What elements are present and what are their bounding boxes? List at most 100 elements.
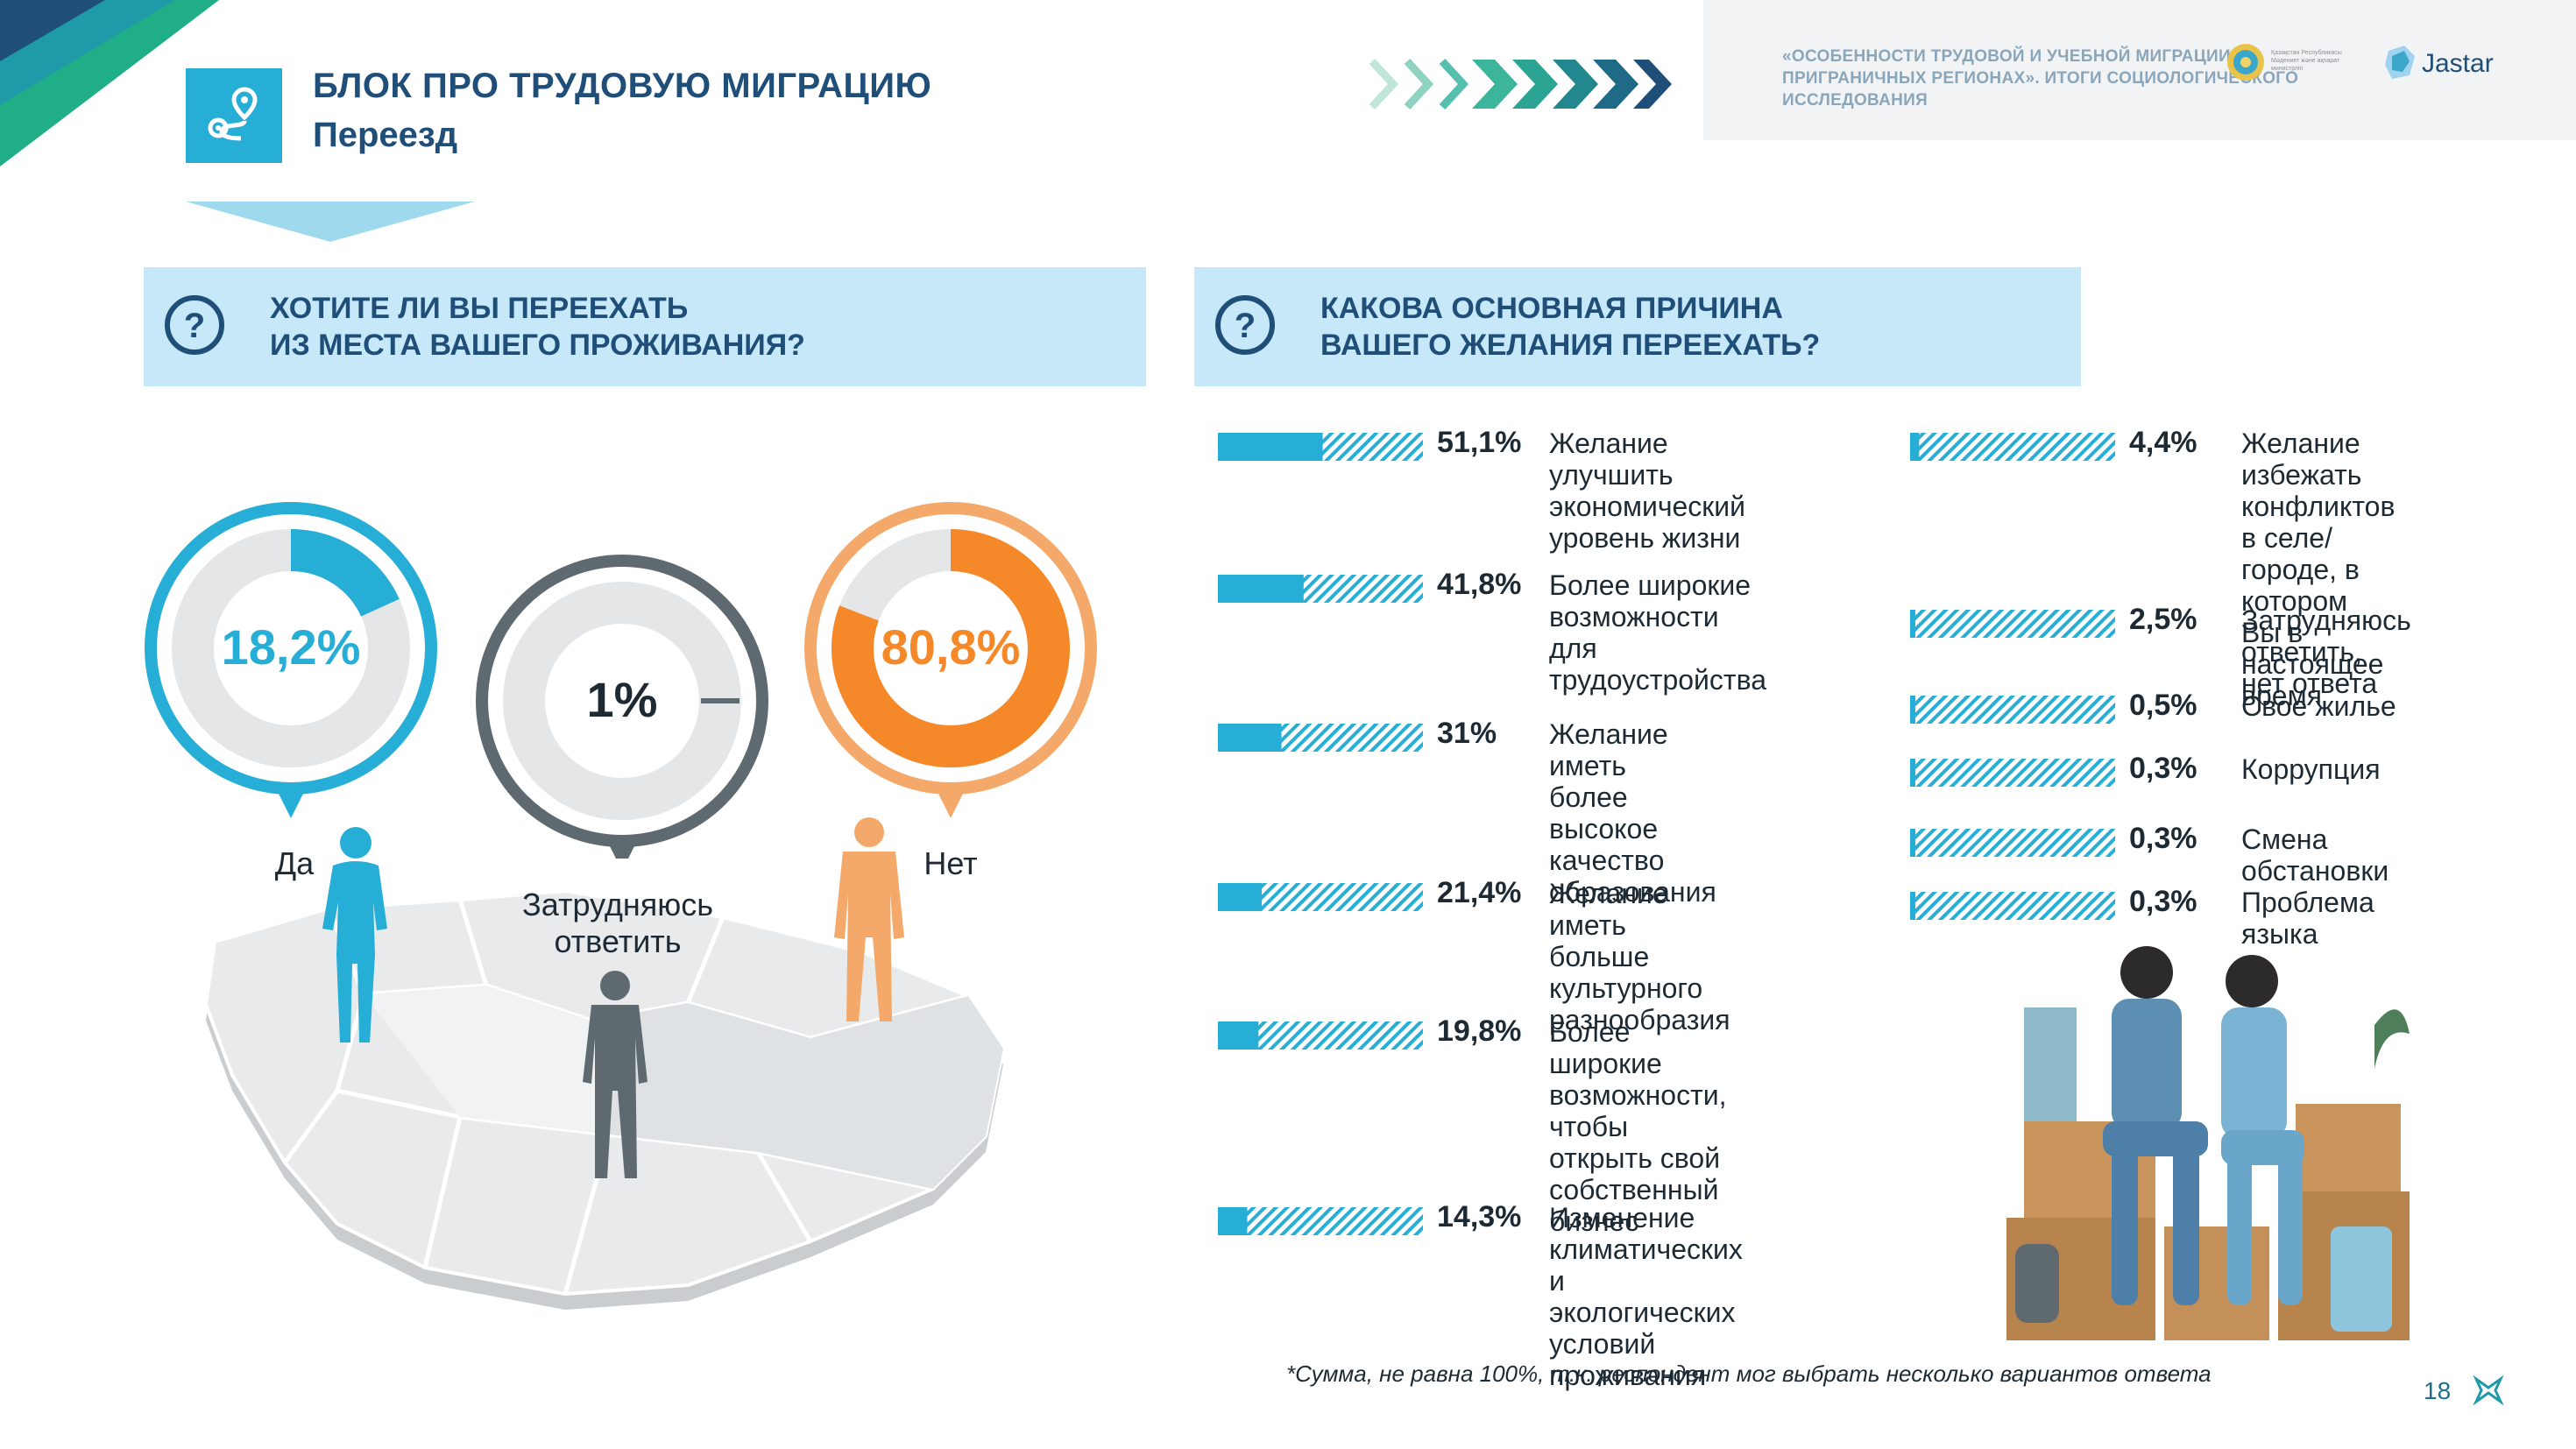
bar-fill-0 xyxy=(1218,433,1323,461)
reason-row-9: 0,3% Коррупция xyxy=(1910,752,2401,794)
header-pointer xyxy=(186,201,475,242)
page-subtitle: Переезд xyxy=(313,116,458,154)
reason-value-10: 0,3% xyxy=(2129,822,2197,855)
bar-track xyxy=(1910,433,2115,461)
donut-2: 80,8% xyxy=(804,502,1097,818)
reason-label-9: Коррупция xyxy=(2241,753,2381,785)
reason-value-9: 0,3% xyxy=(2129,752,2197,785)
move-intent-chart: 18,2% 1% 80,8% xyxy=(145,502,1097,859)
reason-bar-7 xyxy=(1910,610,2115,638)
reason-value-5: 14,3% xyxy=(1437,1200,1522,1233)
bar-track xyxy=(1910,892,2115,920)
jastar-logo: Jastar xyxy=(2383,44,2515,88)
svg-text:?: ? xyxy=(1235,307,1256,345)
reason-label-0: Желание улучшить экономический уровень ж… xyxy=(1549,428,1746,554)
donut-value-label-1: 1% xyxy=(587,672,658,727)
project-banner xyxy=(1703,0,2576,140)
reason-label-5: Изменение климатических и экологических … xyxy=(1549,1202,1743,1391)
reason-bar-5 xyxy=(1218,1207,1423,1235)
bar-fill-11 xyxy=(1910,892,1915,920)
donut-value-arc-0 xyxy=(172,529,410,767)
reason-value-11: 0,3% xyxy=(2129,885,2197,918)
reason-bar-0 xyxy=(1218,433,1423,461)
donut-value-label-0: 18,2% xyxy=(222,619,361,675)
reason-value-2: 31% xyxy=(1437,717,1497,750)
reason-row-8: 0,5% Свое жилье xyxy=(1910,689,2401,731)
reason-label-7: Затрудняюсь ответить, нет ответа xyxy=(2241,604,2411,699)
question-icon: ? xyxy=(165,295,224,355)
category-label-2: Нет xyxy=(924,845,978,881)
reason-bar-10 xyxy=(1910,829,2115,857)
question-right-line1: КАКОВА ОСНОВНАЯ ПРИЧИНА xyxy=(1320,292,1783,325)
bar-track xyxy=(1910,759,2115,787)
ornament-icon xyxy=(2473,1375,2504,1405)
reason-label-2: Желание иметь более высокое качество обр… xyxy=(1549,718,1716,908)
donut-0: 18,2% xyxy=(145,502,437,818)
bar-fill-3 xyxy=(1218,883,1263,911)
reason-value-1: 41,8% xyxy=(1437,568,1522,601)
question-left-line2: ИЗ МЕСТА ВАШЕГО ПРОЖИВАНИЯ? xyxy=(270,329,805,362)
reason-bar-4 xyxy=(1218,1021,1423,1050)
project-title: «ОСОБЕННОСТИ ТРУДОВОЙ И УЧЕБНОЙ МИГРАЦИИ… xyxy=(1782,47,2299,110)
jastar-logo-text: Jastar xyxy=(2422,49,2494,78)
bar-fill-6 xyxy=(1910,433,1920,461)
reason-bar-8 xyxy=(1910,696,2115,724)
reason-row-2: 31% Желание иметь более высокое качество … xyxy=(1218,717,1716,908)
reason-row-3: 21,4% Желание иметь больше культурного ра… xyxy=(1218,876,1730,1036)
reason-label-6: Желание избежать конфликтов в селе/ горо… xyxy=(2241,428,2396,711)
reason-label-8: Свое жилье xyxy=(2241,690,2396,722)
route-pin-icon xyxy=(186,68,282,163)
reason-row-0: 51,1% Желание улучшить экономический уров… xyxy=(1218,426,1745,554)
reason-label-10: Смена обстановки xyxy=(2241,823,2389,887)
reason-value-0: 51,1% xyxy=(1437,426,1522,459)
reason-row-5: 14,3% Изменение климатических и экологиче… xyxy=(1218,1200,1743,1391)
reason-label-3: Желание иметь больше культурного разнооб… xyxy=(1549,878,1730,1036)
reason-label-4: Более широкие возможности, чтобы открыть… xyxy=(1549,1016,1727,1237)
page-title: БЛОК ПРО ТРУДОВУЮ МИГРАЦИЮ xyxy=(313,67,932,105)
question-icon: ? xyxy=(1215,295,1275,355)
bar-fill-4 xyxy=(1218,1021,1259,1050)
reason-bar-3 xyxy=(1218,883,1423,911)
footnote: *Сумма, не равна 100%, т.к. респондент м… xyxy=(1286,1361,2212,1387)
reason-label-1: Более широкие возможности для трудоустро… xyxy=(1549,569,1766,696)
bar-track xyxy=(1218,1207,1423,1235)
person-silhouette-no xyxy=(834,817,904,1021)
reason-value-3: 21,4% xyxy=(1437,876,1522,909)
reason-bar-1 xyxy=(1218,575,1423,603)
reason-row-6: 4,4% Желание избежать конфликтов в селе/ … xyxy=(1910,426,2401,711)
category-label-1: Затрудняюсь ответить xyxy=(521,887,714,959)
reason-bar-6 xyxy=(1910,433,2115,461)
bar-track xyxy=(1910,696,2115,724)
reason-row-1: 41,8% Более широкие возможности для трудо… xyxy=(1218,568,1766,696)
bar-fill-10 xyxy=(1910,829,1915,857)
state-emblem-icon xyxy=(2227,44,2264,81)
ministry-label: Қазақстан Республикасы Мәдениет және ақп… xyxy=(2271,50,2342,72)
bar-fill-1 xyxy=(1218,575,1304,603)
person-silhouette-yes xyxy=(322,827,387,1043)
question-box-right: ? КАКОВА ОСНОВНАЯ ПРИЧИНА ВАШЕГО ЖЕЛАНИЯ… xyxy=(1194,267,2081,386)
question-box-left: ? ХОТИТЕ ЛИ ВЫ ПЕРЕЕХАТЬ ИЗ МЕСТА ВАШЕГО… xyxy=(144,267,1146,386)
reason-bar-11 xyxy=(1910,892,2115,920)
question-left-line1: ХОТИТЕ ЛИ ВЫ ПЕРЕЕХАТЬ xyxy=(270,292,689,325)
question-right-line2: ВАШЕГО ЖЕЛАНИЯ ПЕРЕЕХАТЬ? xyxy=(1320,329,1821,362)
reason-label-11: Проблема языка xyxy=(2241,887,2374,950)
donut-value-arc-2 xyxy=(832,529,1070,767)
bar-fill-2 xyxy=(1218,724,1282,752)
corner-decoration xyxy=(0,0,219,166)
reason-value-4: 19,8% xyxy=(1437,1014,1522,1048)
reason-row-7: 2,5% Затрудняюсь ответить, нет ответа xyxy=(1910,603,2411,699)
bar-fill-8 xyxy=(1910,696,1915,724)
category-label-0: Да xyxy=(274,845,315,881)
bar-track xyxy=(1910,610,2115,638)
reason-bar-2 xyxy=(1218,724,1423,752)
page-number: 18 xyxy=(2424,1377,2452,1404)
person-silhouette-unsure xyxy=(583,971,648,1178)
chevron-arrows-icon xyxy=(1369,58,1672,110)
bar-fill-7 xyxy=(1910,610,1915,638)
reason-row-4: 19,8% Более широкие возможности, чтобы от… xyxy=(1218,1014,1726,1237)
reason-row-11: 0,3% Проблема языка xyxy=(1910,885,2401,950)
bar-fill-5 xyxy=(1218,1207,1248,1235)
moving-couple-illustration xyxy=(2006,946,2410,1340)
donut-value-label-2: 80,8% xyxy=(881,619,1021,675)
reason-value-8: 0,5% xyxy=(2129,689,2197,722)
